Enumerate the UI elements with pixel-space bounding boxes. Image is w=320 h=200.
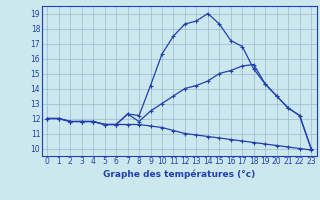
X-axis label: Graphe des températures (°c): Graphe des températures (°c) [103, 169, 255, 179]
